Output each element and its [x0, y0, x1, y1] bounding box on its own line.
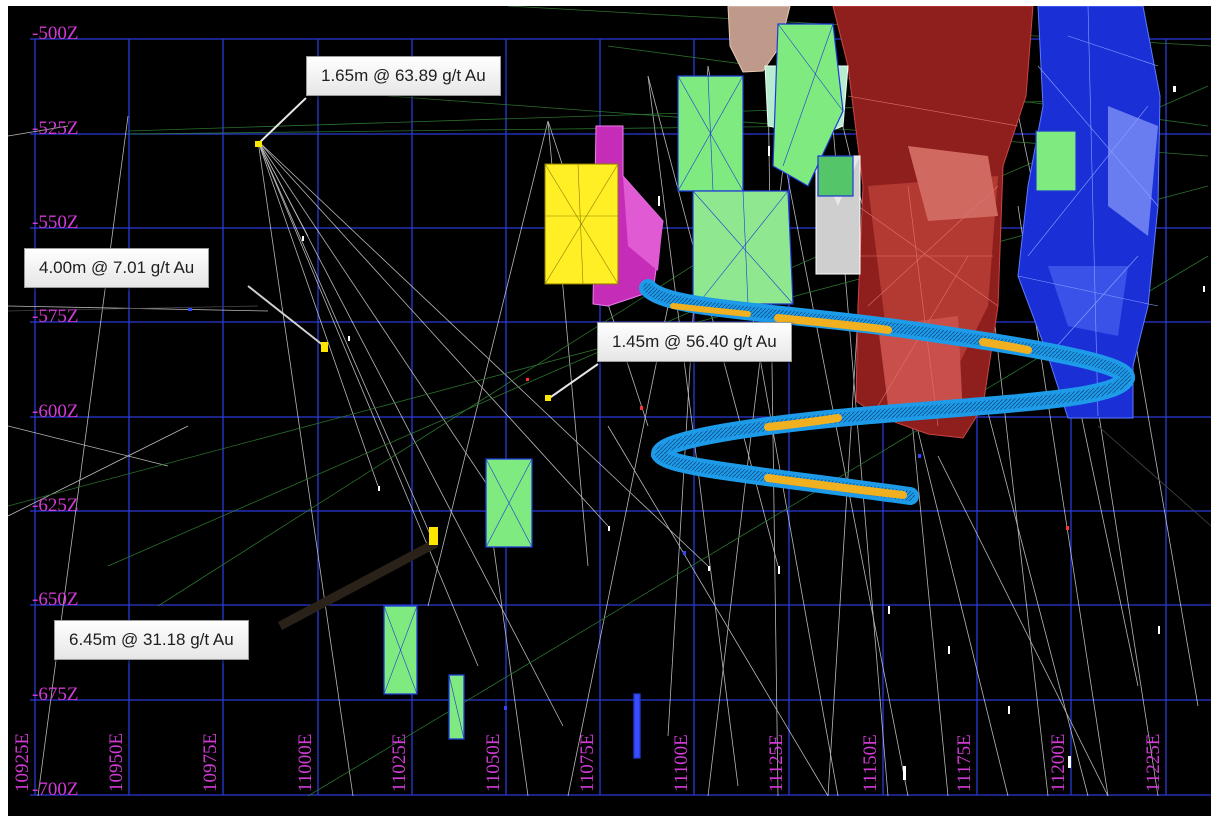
green-stopes-lower: [383, 458, 641, 759]
easting-label: 11150E: [860, 734, 881, 792]
elevation-label: -650Z: [32, 589, 78, 610]
easting-label: 11075E: [577, 734, 598, 792]
easting-label: 10950E: [106, 733, 127, 792]
yellow-domain: [544, 163, 619, 285]
elevation-labels: -500Z -525Z -550Z -575Z -600Z -625Z -650…: [32, 23, 78, 800]
drillhole-traces-green: [8, 6, 1211, 797]
elevation-label: -500Z: [32, 23, 78, 44]
long-section-view: -500Z -525Z -550Z -575Z -600Z -625Z -650…: [8, 6, 1211, 816]
blue-domain: [1017, 6, 1161, 419]
easting-label: 11175E: [954, 734, 975, 792]
drillhole-traces: [8, 65, 1199, 797]
red-domain: [832, 6, 1034, 439]
easting-label: 11025E: [389, 734, 410, 792]
elevation-label: -550Z: [32, 212, 78, 233]
easting-label: 11000E: [295, 734, 316, 792]
elevation-label: -575Z: [32, 306, 78, 327]
easting-label: 11200E: [1048, 734, 1069, 792]
green-stopes-upper: [677, 23, 1077, 305]
decline-ramp: [639, 279, 1135, 505]
elevation-label: -675Z: [32, 684, 78, 705]
easting-label: 11100E: [671, 734, 692, 792]
intercept-callout: 1.65m @ 63.89 g/t Au: [306, 56, 501, 96]
elevation-label: -600Z: [32, 401, 78, 422]
section-canvas: -500Z -525Z -550Z -575Z -600Z -625Z -650…: [8, 6, 1211, 800]
easting-label: 10975E: [200, 733, 221, 792]
intercept-callout: 4.00m @ 7.01 g/t Au: [24, 248, 210, 288]
easting-label: 11225E: [1143, 734, 1164, 792]
intercept-callout: 6.45m @ 31.18 g/t Au: [54, 620, 249, 660]
easting-label: 11125E: [766, 734, 787, 792]
elevation-label: -525Z: [32, 118, 78, 139]
drill-ticks-color: [188, 308, 1069, 710]
drillhole-traces-dark: [8, 305, 1211, 527]
intercept-markers: [255, 141, 551, 545]
elevation-label: -625Z: [32, 495, 78, 516]
easting-label: 10925E: [12, 733, 33, 792]
elevation-label: -700Z: [32, 779, 78, 800]
callout-leaders: [247, 97, 599, 630]
drill-ticks: [302, 86, 1205, 780]
easting-labels: 10925E 10950E 10975E 11000E 11025E 11050…: [12, 733, 1164, 792]
easting-label: 11050E: [483, 734, 504, 792]
intercept-callout: 1.45m @ 56.40 g/t Au: [597, 322, 792, 362]
